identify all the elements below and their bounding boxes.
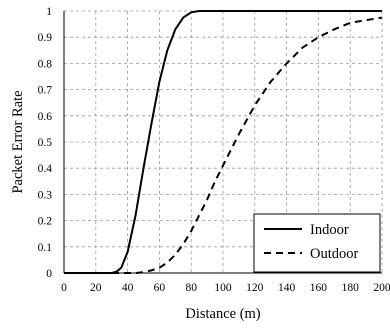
- y-tick-label: 0.2: [38, 216, 53, 228]
- y-tick-label: 0.7: [38, 85, 53, 97]
- legend: Indoor Outdoor: [253, 213, 381, 273]
- series-lines: [64, 10, 383, 274]
- legend-label-outdoor: Outdoor: [310, 246, 359, 262]
- y-tick-label: 0.9: [38, 32, 53, 44]
- legend-label-indoor: Indoor: [310, 222, 349, 238]
- y-tick-label: 0: [46, 268, 52, 280]
- x-tick-label: 160: [310, 282, 328, 294]
- x-tick-label: 200: [373, 282, 390, 294]
- x-tick-label: 0: [61, 282, 67, 294]
- x-axis-title: Distance (m): [185, 306, 260, 322]
- y-tick-label: 0.3: [38, 189, 53, 201]
- y-tick-label: 1: [46, 6, 52, 18]
- y-tick-label: 0.1: [38, 242, 53, 254]
- x-tick-label: 40: [122, 282, 134, 294]
- series-line-indoor: [64, 10, 382, 274]
- y-tick-label: 0.4: [38, 163, 53, 175]
- x-tick-label: 100: [214, 282, 232, 294]
- x-tick-label: 140: [278, 282, 296, 294]
- legend-box: [253, 213, 381, 273]
- tick-labels: 0 20 40 60 80 100 120 140 160 180 200 0 0.1 0.2 0.3 0.4…: [38, 6, 390, 294]
- x-tick-label: 80: [185, 282, 197, 294]
- x-tick-label: 60: [154, 282, 166, 294]
- x-tick-label: 180: [342, 282, 360, 294]
- y-tick-label: 0.6: [38, 111, 53, 123]
- x-tick-label: 20: [90, 282, 102, 294]
- y-tick-label: 0.8: [38, 58, 53, 70]
- series-line-outdoor: [64, 16, 383, 274]
- y-tick-label: 0.5: [38, 137, 53, 149]
- x-tick-label: 120: [246, 282, 264, 294]
- y-axis-title: Packet Error Rate: [10, 90, 26, 193]
